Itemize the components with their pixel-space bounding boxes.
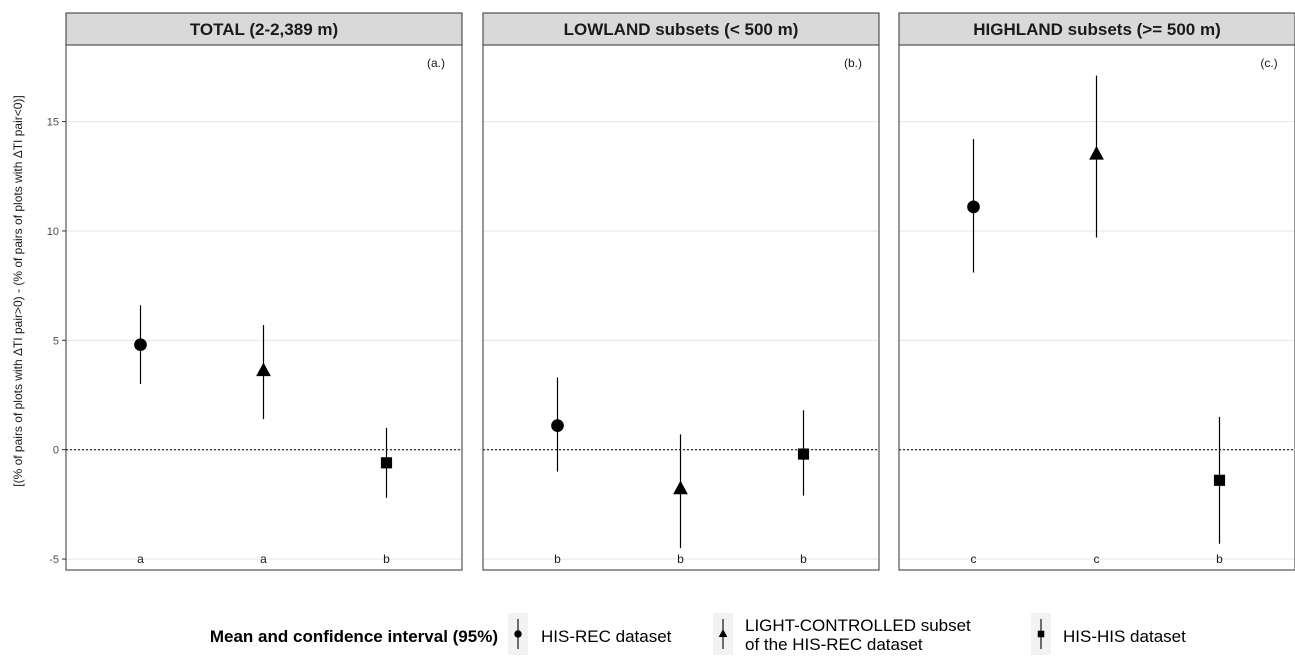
- mean-point-circle: [134, 338, 147, 352]
- panel-2: LOWLAND subsets (< 500 m) (b.) b b b: [482, 12, 880, 571]
- group-letter: c: [971, 552, 977, 566]
- panel-strip-title: TOTAL (2-2,389 m): [190, 20, 338, 39]
- legend-label: HIS-REC dataset: [541, 627, 672, 646]
- panel-strip: [65, 12, 463, 46]
- y-tick-label: -5: [49, 554, 59, 566]
- legend-keys: HIS-REC dataset LIGHT-CONTROLLED subsetof…: [508, 613, 1186, 655]
- mean-point-circle: [551, 419, 564, 432]
- y-tick-label: 5: [53, 335, 59, 347]
- panel-strip-title: LOWLAND subsets (< 500 m): [564, 20, 799, 39]
- group-letter: a: [137, 552, 144, 566]
- legend-key-circle: [514, 630, 522, 638]
- panel-3: HIGHLAND subsets (>= 500 m) (c.) c c b: [898, 12, 1295, 571]
- panel-strip-title: HIGHLAND subsets (>= 500 m): [973, 20, 1221, 39]
- panel-border: [482, 44, 880, 571]
- group-letter: b: [1216, 552, 1223, 566]
- legend: Mean and confidence interval (95%) HIS-R…: [210, 613, 1186, 655]
- panel-strip: [482, 12, 880, 46]
- panel-tag: (b.): [844, 56, 862, 70]
- group-letter: b: [800, 552, 807, 566]
- y-axis-label: [(% of pairs of plots with ΔTI pair>0) -…: [11, 95, 25, 487]
- legend-label: HIS-HIS dataset: [1063, 627, 1186, 646]
- mean-point-square: [797, 448, 810, 460]
- panel-border: [65, 44, 463, 571]
- panel-border: [898, 44, 1295, 571]
- mean-point-triangle: [1089, 145, 1104, 160]
- mean-point-square: [1213, 474, 1226, 486]
- legend-label: LIGHT-CONTROLLED subset: [745, 616, 971, 635]
- mean-point-circle: [967, 200, 980, 214]
- legend-title: Mean and confidence interval (95%): [210, 627, 498, 646]
- y-tick-label: 0: [53, 445, 59, 457]
- panel-background: [66, 45, 462, 570]
- panel-tag: (c.): [1260, 56, 1277, 70]
- group-letter: b: [677, 552, 684, 566]
- group-letter: c: [1094, 552, 1100, 566]
- legend-label: of the HIS-REC dataset: [745, 635, 923, 654]
- panel-1: -5 0 5 10 15 TOTAL (2-2,389 m) (a.) a a b: [47, 12, 463, 571]
- group-letter: a: [260, 552, 267, 566]
- mean-point-triangle: [673, 480, 688, 495]
- mean-point-square: [380, 457, 393, 469]
- y-tick-label: 10: [47, 226, 59, 238]
- legend-key-square: [1037, 630, 1045, 638]
- mean-point-triangle: [256, 362, 271, 377]
- legend-key-triangle: [718, 629, 728, 638]
- group-letter: b: [383, 552, 390, 566]
- panel-tag: (a.): [427, 56, 445, 70]
- group-letter: b: [554, 552, 561, 566]
- y-tick-label: 15: [47, 117, 59, 129]
